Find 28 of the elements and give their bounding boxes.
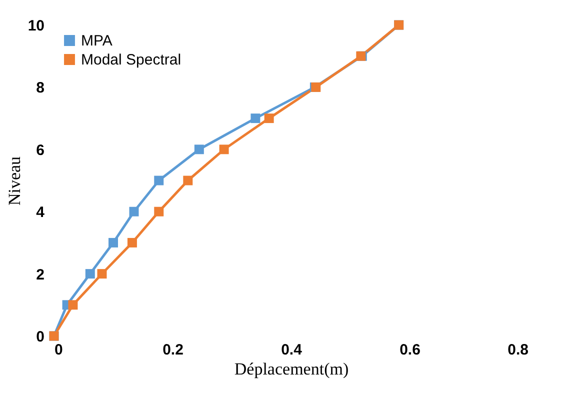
point [85,269,95,279]
x-tick-label: 0.8 [508,342,528,358]
point [194,144,204,154]
point [127,238,137,248]
y-tick-label: 10 [28,18,44,34]
x-tick-label: 0.2 [162,342,184,358]
point [97,269,107,279]
x-tick-label: 0 [54,342,63,358]
y-tick-label: 8 [36,80,44,97]
y-tick-label: 2 [36,266,44,284]
point [183,176,193,186]
point [108,238,118,248]
point [219,144,229,154]
point [154,176,164,186]
legend-label: Modal Spectral [81,52,182,68]
point [264,114,274,124]
y-tick-label: 4 [36,204,46,222]
legend-label: MPA [81,32,112,50]
point [68,300,78,310]
point [250,114,260,124]
y-tick-label: 0 [36,328,44,346]
y-axis-title: Niveau [4,156,24,206]
point [154,206,164,216]
point [129,206,139,216]
x-axis-title: Déplacement(m) [234,360,349,378]
x-tick-label: 0.4 [281,342,303,358]
y-tick-label: 6 [36,142,44,159]
x-tick-label: 0.6 [400,342,420,358]
